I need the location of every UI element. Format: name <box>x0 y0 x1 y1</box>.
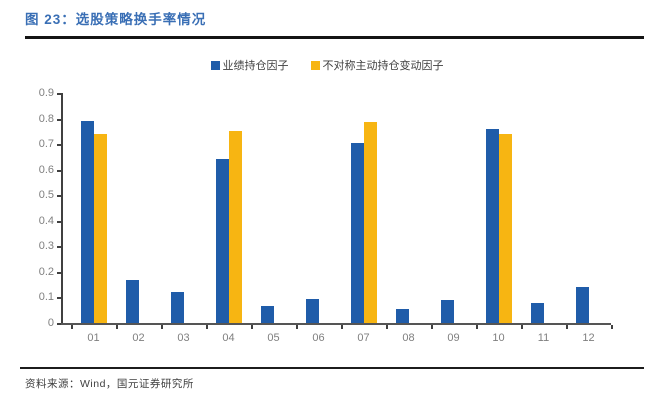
y-tick <box>57 246 61 249</box>
x-tick <box>251 325 253 329</box>
bar-业绩持仓因子 <box>305 298 319 323</box>
x-tick-label: 11 <box>537 332 550 344</box>
y-tick-label: 0.6 <box>38 163 54 176</box>
x-tick-label: 06 <box>312 332 325 344</box>
bar-不对称主动持仓变动因子 <box>363 122 377 323</box>
bar-不对称主动持仓变动因子 <box>93 133 107 323</box>
source-note: 资料来源：Wind，国元证券研究所 <box>25 378 194 390</box>
y-tick <box>57 271 61 274</box>
y-tick-label: 0 <box>47 317 54 329</box>
legend-item-yellow-series: 不对称主动持仓变动因子 <box>310 57 444 73</box>
y-tick <box>57 195 61 198</box>
bar-业绩持仓因子 <box>350 142 364 323</box>
x-tick <box>71 325 73 329</box>
y-tick-label: 0.8 <box>38 112 54 125</box>
bar-业绩持仓因子 <box>215 159 229 323</box>
y-tick-label: 0.4 <box>38 214 54 227</box>
legend-label: 不对称主动持仓变动因子 <box>322 60 444 72</box>
bar-业绩持仓因子 <box>260 306 274 323</box>
x-tick-label: 03 <box>177 332 190 344</box>
x-tick-label: 12 <box>582 332 595 344</box>
y-tick <box>57 220 61 223</box>
x-tick <box>341 325 343 329</box>
y-tick <box>57 93 61 95</box>
x-tick-label: 01 <box>87 332 100 344</box>
x-tick <box>116 325 118 329</box>
x-tick <box>161 325 163 329</box>
bar-业绩持仓因子 <box>485 128 499 323</box>
y-tick <box>57 169 61 172</box>
x-tick <box>296 325 298 329</box>
yellow-series-swatch-icon <box>310 60 320 70</box>
x-tick-label: 10 <box>492 332 505 344</box>
bar-业绩持仓因子 <box>125 279 139 323</box>
blue-series-swatch-icon <box>210 60 220 70</box>
x-tick <box>431 325 433 329</box>
y-tick-label: 0.3 <box>38 240 54 253</box>
bar-不对称主动持仓变动因子 <box>498 133 512 323</box>
footer-divider-line <box>20 367 644 369</box>
x-tick <box>566 325 568 329</box>
bar-业绩持仓因子 <box>170 292 184 323</box>
x-tick <box>611 325 613 329</box>
y-tick-label: 0.7 <box>38 138 54 151</box>
x-tick <box>386 325 388 329</box>
y-tick-label: 0.2 <box>38 265 54 278</box>
y-tick-label: 0.9 <box>38 87 54 99</box>
bar-业绩持仓因子 <box>530 302 544 323</box>
legend-label: 业绩持仓因子 <box>222 60 289 72</box>
x-axis-line <box>61 323 611 325</box>
bar-业绩持仓因子 <box>440 300 454 323</box>
y-tick <box>57 118 61 121</box>
bar-业绩持仓因子 <box>395 308 409 323</box>
y-tick <box>57 144 61 147</box>
x-tick-label: 05 <box>267 332 280 344</box>
y-tick <box>57 323 61 325</box>
y-axis-line <box>61 93 63 325</box>
bar-不对称主动持仓变动因子 <box>228 131 242 323</box>
y-tick-label: 0.5 <box>38 189 54 202</box>
x-tick-label: 04 <box>222 332 235 344</box>
x-tick <box>206 325 208 329</box>
x-tick-label: 02 <box>132 332 145 344</box>
y-tick <box>57 297 61 300</box>
chart-legend: 业绩持仓因子 不对称主动持仓变动因子 <box>0 57 654 73</box>
legend-item-blue-series: 业绩持仓因子 <box>210 57 289 73</box>
y-tick-label: 0.1 <box>38 291 54 304</box>
x-tick-label: 08 <box>402 332 415 344</box>
title-divider-line <box>25 36 644 39</box>
x-tick <box>476 325 478 329</box>
bar-业绩持仓因子 <box>575 287 589 323</box>
bar-业绩持仓因子 <box>80 121 94 323</box>
x-tick <box>521 325 523 329</box>
x-tick-label: 07 <box>357 332 370 344</box>
x-tick-label: 09 <box>447 332 460 344</box>
figure-title: 图 23：选股策略换手率情况 <box>25 12 207 27</box>
